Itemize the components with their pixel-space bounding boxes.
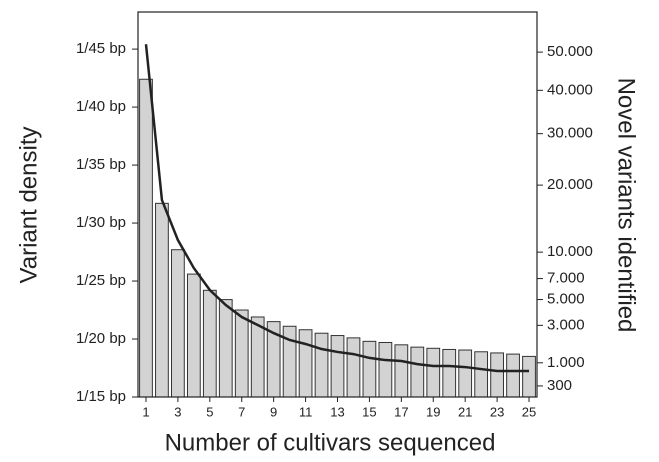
bar: [362, 340, 377, 398]
y-axis-title: Variant density: [15, 127, 42, 284]
x-tick-label: 15: [362, 404, 376, 419]
bar: [330, 335, 345, 398]
y2-axis-title: Novel variants identified: [613, 78, 640, 333]
bar: [442, 348, 457, 398]
x-tick-label: 25: [522, 404, 536, 419]
y-tick-label: 1/45 bp: [76, 40, 126, 57]
y2-tick-label: 50.000: [547, 43, 593, 60]
y-tick-label: 1/15 bp: [76, 388, 126, 405]
x-tick-label: 9: [270, 404, 277, 419]
y2-tick-label: 40.000: [547, 81, 593, 98]
bar: [202, 289, 217, 398]
y2-tick-label: 30.000: [547, 125, 593, 142]
x-tick-label: 23: [490, 404, 504, 419]
bar: [155, 202, 169, 398]
y2-tick-label: 5.000: [547, 291, 585, 308]
y-tick-label: 1/30 bp: [76, 214, 126, 231]
bar: [346, 337, 361, 398]
bar: [298, 329, 313, 398]
y2-tick-label: 3.000: [547, 316, 585, 333]
bar: [171, 249, 185, 398]
x-tick-label: 19: [426, 404, 440, 419]
bar: [474, 351, 489, 398]
bar: [522, 355, 536, 398]
x-tick-label: 3: [174, 404, 181, 419]
line: [144, 44, 530, 373]
bar: [490, 352, 504, 398]
y-tick-label: 1/40 bp: [76, 98, 126, 115]
bar: [506, 353, 520, 398]
x-tick-label: 17: [394, 404, 408, 419]
bar: [426, 347, 441, 398]
bar: [314, 332, 329, 398]
x-tick-label: 7: [238, 404, 245, 419]
x-tick-label: 11: [299, 404, 313, 419]
bar: [234, 309, 249, 398]
y2-tick-label: 10.000: [547, 243, 593, 260]
bar: [378, 341, 393, 398]
y2-tick-label: 20.000: [547, 176, 593, 193]
bar: [394, 344, 409, 398]
y2-tick-label: 300: [547, 377, 572, 394]
bar: [186, 273, 201, 398]
y2-tick-label: 1.000: [547, 354, 585, 371]
bar: [139, 78, 153, 398]
x-tick-label: 13: [330, 404, 344, 419]
y-tick-label: 1/25 bp: [76, 272, 126, 289]
bar: [410, 346, 425, 398]
y-tick-label: 1/20 bp: [76, 330, 126, 347]
x-tick-label: 1: [142, 404, 149, 419]
y2-tick-label: 7.000: [547, 270, 585, 287]
x-tick-label: 21: [458, 404, 472, 419]
x-tick-label: 5: [206, 404, 213, 419]
bar: [250, 316, 265, 398]
x-axis-title: Number of cultivars sequenced: [165, 429, 496, 456]
bar: [458, 349, 473, 398]
bar: [218, 299, 233, 398]
y-tick-label: 1/35 bp: [76, 156, 126, 173]
